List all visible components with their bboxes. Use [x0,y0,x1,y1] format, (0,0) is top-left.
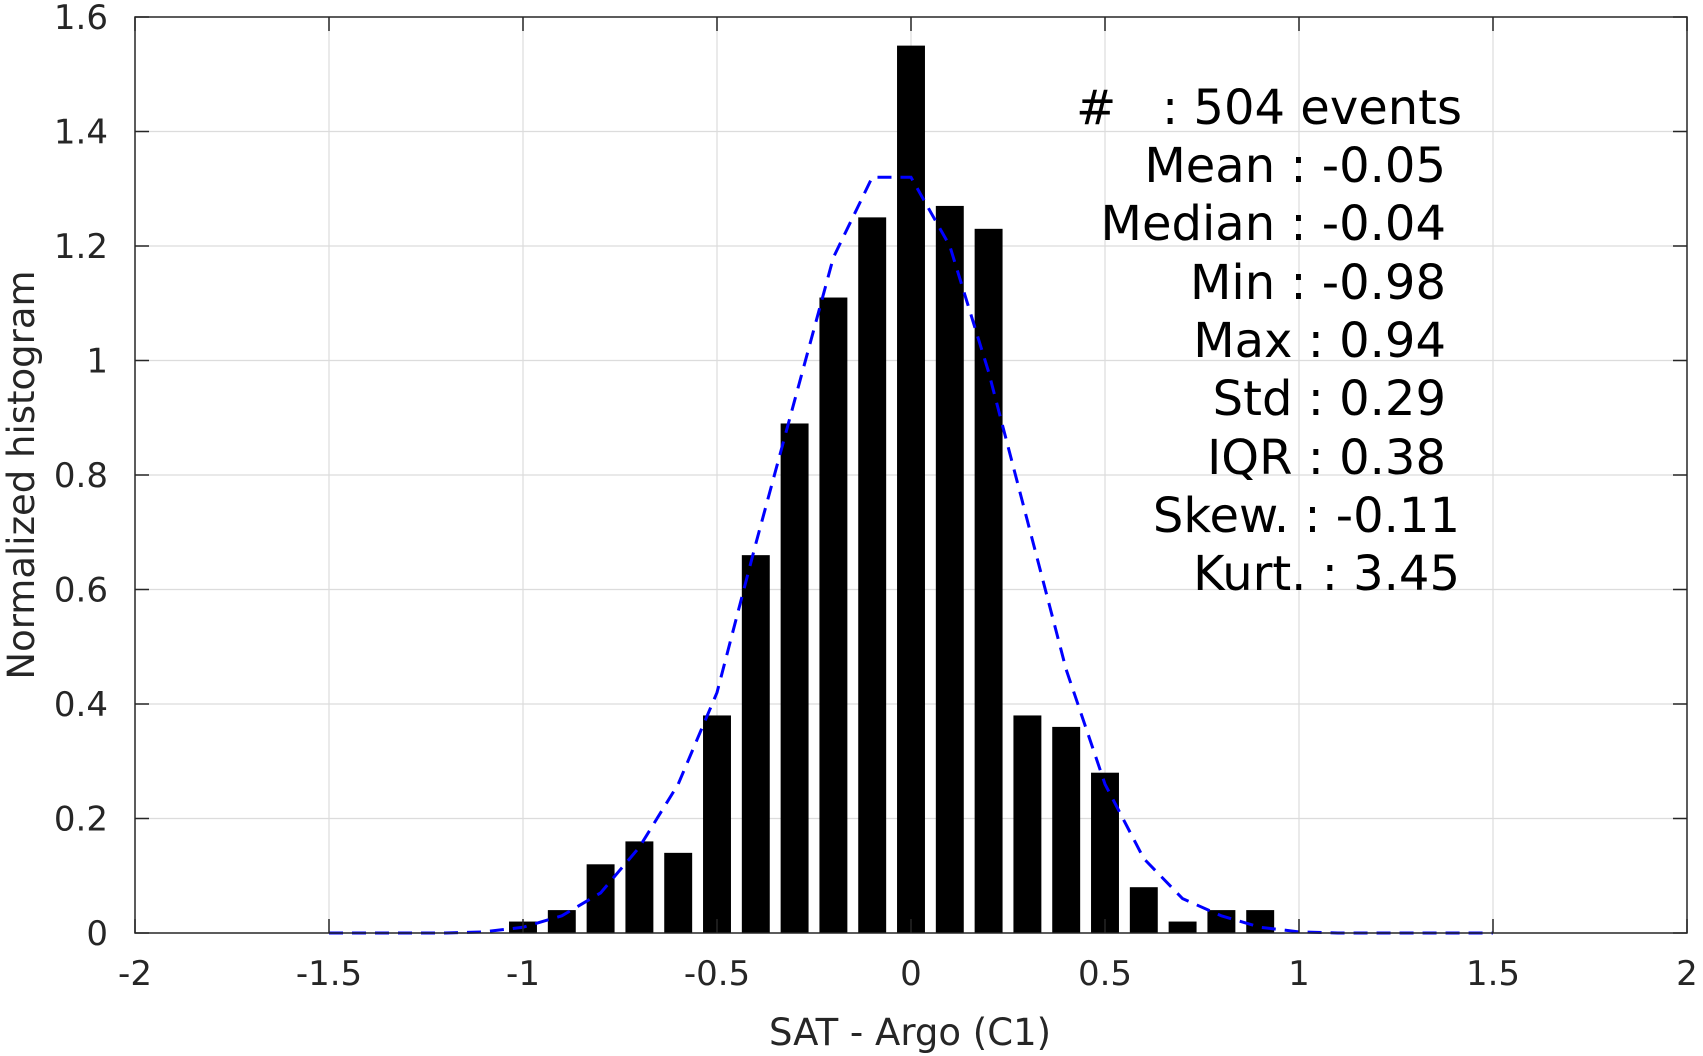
y-tick-label: 1 [86,342,108,382]
x-tick-label: 1 [1288,954,1310,994]
histogram-bar [1129,887,1158,933]
histogram-bar [703,715,731,933]
histogram-bar [1168,921,1197,933]
histogram-bar [547,910,576,933]
x-axis-label: SAT - Argo (C1) [769,1011,1051,1054]
histogram-bar [664,852,693,933]
stat-iqr: IQR : 0.38 [1207,430,1446,486]
y-tick-label: 0.6 [54,571,108,611]
y-tick-labels: 0 0.2 0.4 0.6 0.8 1 1.2 1.4 1.6 [54,0,108,954]
y-tick-label: 0.2 [54,800,108,840]
x-tick-label: -1.5 [296,954,362,994]
histogram-bar [1091,772,1119,933]
stat-kurt: Kurt. : 3.45 [1193,546,1460,602]
y-tick-label: 0.4 [54,685,108,725]
stat-median: Median : -0.04 [1101,196,1446,252]
stat-skew: Skew. : -0.11 [1153,488,1460,544]
histogram-bar [858,217,887,933]
x-tick-label: 0 [900,954,922,994]
x-tick-labels: -2 -1.5 -1 -0.5 0 0.5 1 1.5 2 [118,954,1698,994]
histogram-bar [741,555,770,933]
stat-std: Std : 0.29 [1213,371,1446,427]
y-tick-label: 1.6 [54,0,108,38]
stat-min: Min : -0.98 [1190,255,1446,311]
histogram-bar [974,228,1003,933]
histogram-bar [819,297,848,933]
y-tick-label: 0 [86,914,108,954]
stat-mean: Mean : -0.05 [1144,138,1446,194]
histogram-bar [1013,715,1042,933]
histogram-bar [625,841,654,933]
axis-ticks [134,16,1688,934]
x-tick-label: 1.5 [1466,954,1520,994]
x-tick-label: -2 [118,954,152,994]
stat-max: Max : 0.94 [1193,313,1446,369]
statistics-annotation: # : 504 events Mean : -0.05 Median : -0.… [1076,80,1462,602]
histogram-bar [1052,726,1081,933]
histogram-bar [586,864,615,933]
histogram-bar [935,205,964,934]
stat-events: # : 504 events [1076,80,1462,136]
x-tick-label: -0.5 [684,954,750,994]
y-axis-label: Normalized histogram [0,270,43,679]
x-tick-label: -1 [506,954,540,994]
y-tick-label: 0.8 [54,456,108,496]
histogram-bar [1207,910,1236,933]
y-tick-label: 1.2 [54,227,108,267]
x-tick-label: 0.5 [1078,954,1132,994]
x-tick-label: 2 [1676,954,1698,994]
histogram-bar [780,423,809,933]
y-tick-label: 1.4 [54,113,108,153]
